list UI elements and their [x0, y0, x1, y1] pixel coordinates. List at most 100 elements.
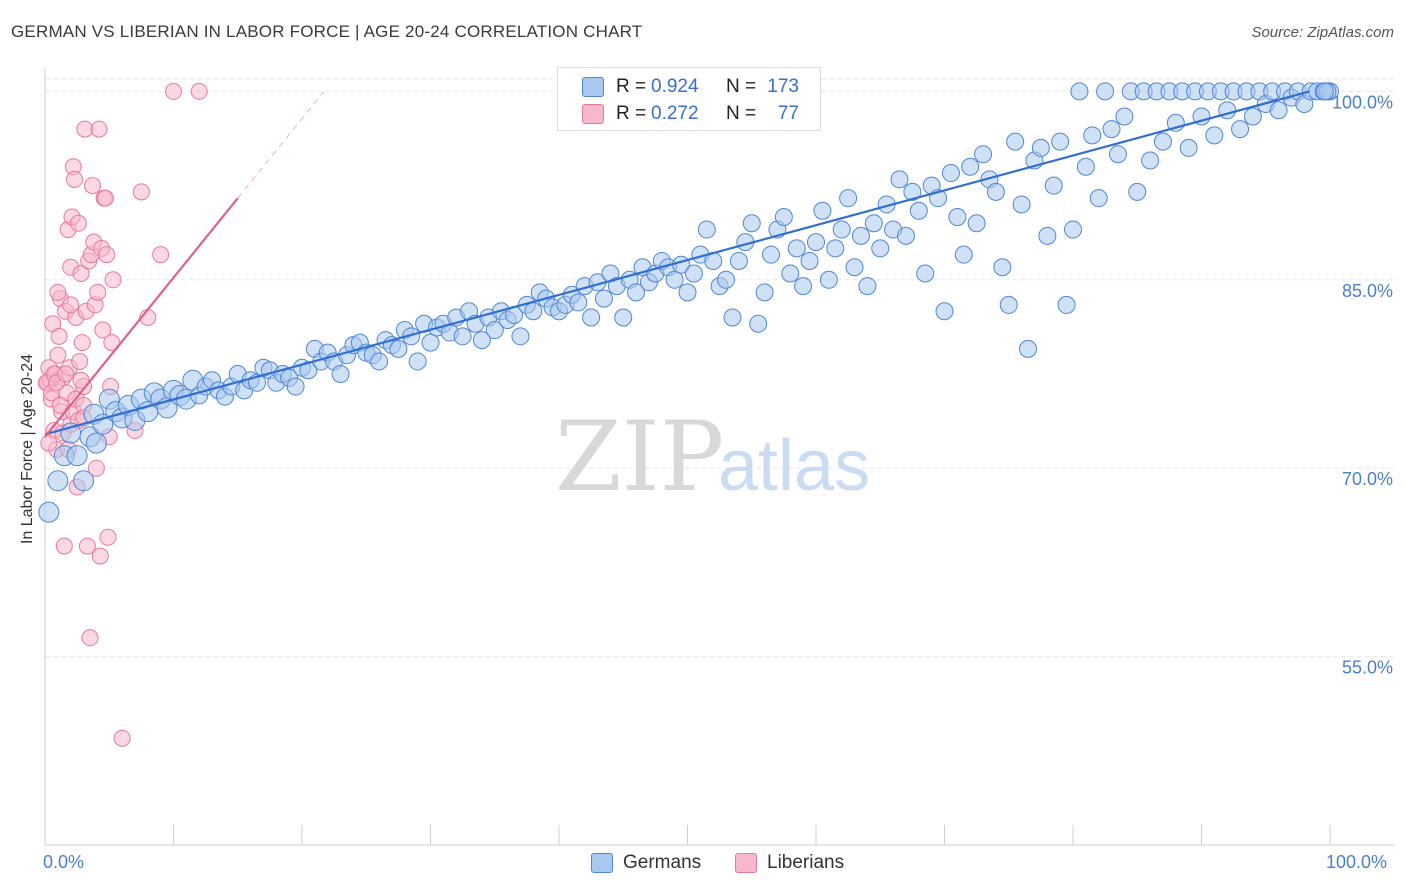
german-point [1044, 176, 1063, 195]
german-point [594, 289, 613, 308]
y-axis-title: In Labor Force | Age 20-24 [19, 353, 36, 545]
german-point [614, 308, 633, 327]
german-point [85, 432, 107, 454]
germans-r-value: 0.924 [651, 76, 699, 97]
german-points [38, 82, 1339, 523]
german-point [864, 214, 883, 233]
german-point [47, 470, 69, 492]
liberians-r-value: 0.272 [651, 103, 699, 124]
german-point [742, 214, 761, 233]
german-point [331, 365, 350, 383]
german-point [286, 377, 305, 396]
german-point [1057, 295, 1076, 314]
german-point [999, 295, 1018, 314]
german-point [890, 170, 909, 189]
german-point [1102, 120, 1121, 139]
liberian-point [132, 183, 150, 201]
liberian-point [49, 346, 67, 364]
german-point [66, 445, 88, 467]
german-point [774, 208, 793, 226]
german-point [472, 331, 491, 350]
liberian-point [96, 189, 114, 207]
german-point [954, 245, 973, 264]
liberian-point [72, 371, 90, 389]
german-point [684, 264, 703, 283]
liberian-point [90, 120, 108, 138]
x-tick-max: 100.0% [1326, 852, 1388, 872]
german-point [800, 251, 819, 270]
german-point [1064, 220, 1082, 239]
german-point [1269, 101, 1288, 120]
liberians-swatch [582, 104, 604, 124]
german-point [1096, 82, 1115, 101]
x-tick-min: 0.0% [43, 852, 85, 872]
german-point [1038, 226, 1057, 245]
german-point [961, 157, 980, 176]
n-label: N = [726, 76, 757, 97]
german-point [665, 270, 684, 289]
liberian-point [49, 283, 67, 301]
german-point [73, 470, 95, 492]
german-point [408, 352, 427, 371]
liberian-point [113, 729, 131, 747]
liberian-point [50, 327, 68, 345]
germans-n-value: 173 [767, 76, 799, 97]
german-point [1089, 189, 1108, 208]
liberians-legend-swatch [735, 853, 757, 873]
liberians-trend-extension [237, 91, 325, 199]
germans-trend-line [44, 90, 1310, 436]
trend-lines [44, 90, 1310, 438]
liberian-point [71, 352, 89, 370]
german-point [389, 339, 408, 358]
german-point [1076, 157, 1095, 176]
german-point [941, 164, 960, 183]
german-point [511, 327, 530, 346]
y-tick-label: 70.0% [1342, 469, 1393, 489]
liberian-point [40, 434, 58, 452]
german-point [845, 258, 864, 277]
watermark-zip: ZIP [555, 401, 724, 513]
liberian-point [66, 170, 84, 188]
german-point [948, 208, 967, 226]
liberian-point [73, 334, 91, 352]
german-point [582, 308, 601, 327]
german-point [986, 182, 1005, 201]
german-point [1083, 126, 1102, 145]
german-point [717, 270, 736, 289]
liberian-point [152, 246, 170, 264]
german-point [1243, 107, 1262, 126]
german-point [729, 251, 748, 270]
german-point [1051, 132, 1070, 151]
liberian-point [62, 296, 80, 314]
n-label: N = [726, 103, 757, 124]
liberian-point [78, 537, 96, 555]
germans-legend-swatch [591, 853, 613, 873]
german-point [967, 214, 986, 233]
liberian-point [94, 321, 112, 339]
liberian-point [57, 365, 75, 383]
german-point [1205, 126, 1224, 145]
liberian-point [89, 283, 107, 301]
german-point [858, 277, 877, 296]
grid-lines [45, 78, 1395, 658]
german-point [826, 239, 845, 258]
german-point [678, 283, 697, 302]
german-point [1153, 132, 1172, 151]
liberian-point [81, 629, 99, 647]
german-point [1141, 151, 1160, 170]
liberian-point [190, 82, 208, 100]
german-point [1128, 182, 1147, 201]
liberian-point [69, 214, 87, 232]
german-point [749, 314, 768, 333]
liberians-n-value: 77 [777, 103, 799, 124]
german-point [839, 189, 858, 208]
german-point [1012, 195, 1031, 214]
german-point [813, 201, 832, 220]
liberian-point [55, 537, 73, 555]
y-tick-label: 85.0% [1342, 281, 1393, 301]
liberian-point [87, 459, 105, 477]
y-tick-label: 55.0% [1342, 658, 1393, 678]
liberian-point [72, 265, 90, 283]
german-point [370, 352, 389, 371]
